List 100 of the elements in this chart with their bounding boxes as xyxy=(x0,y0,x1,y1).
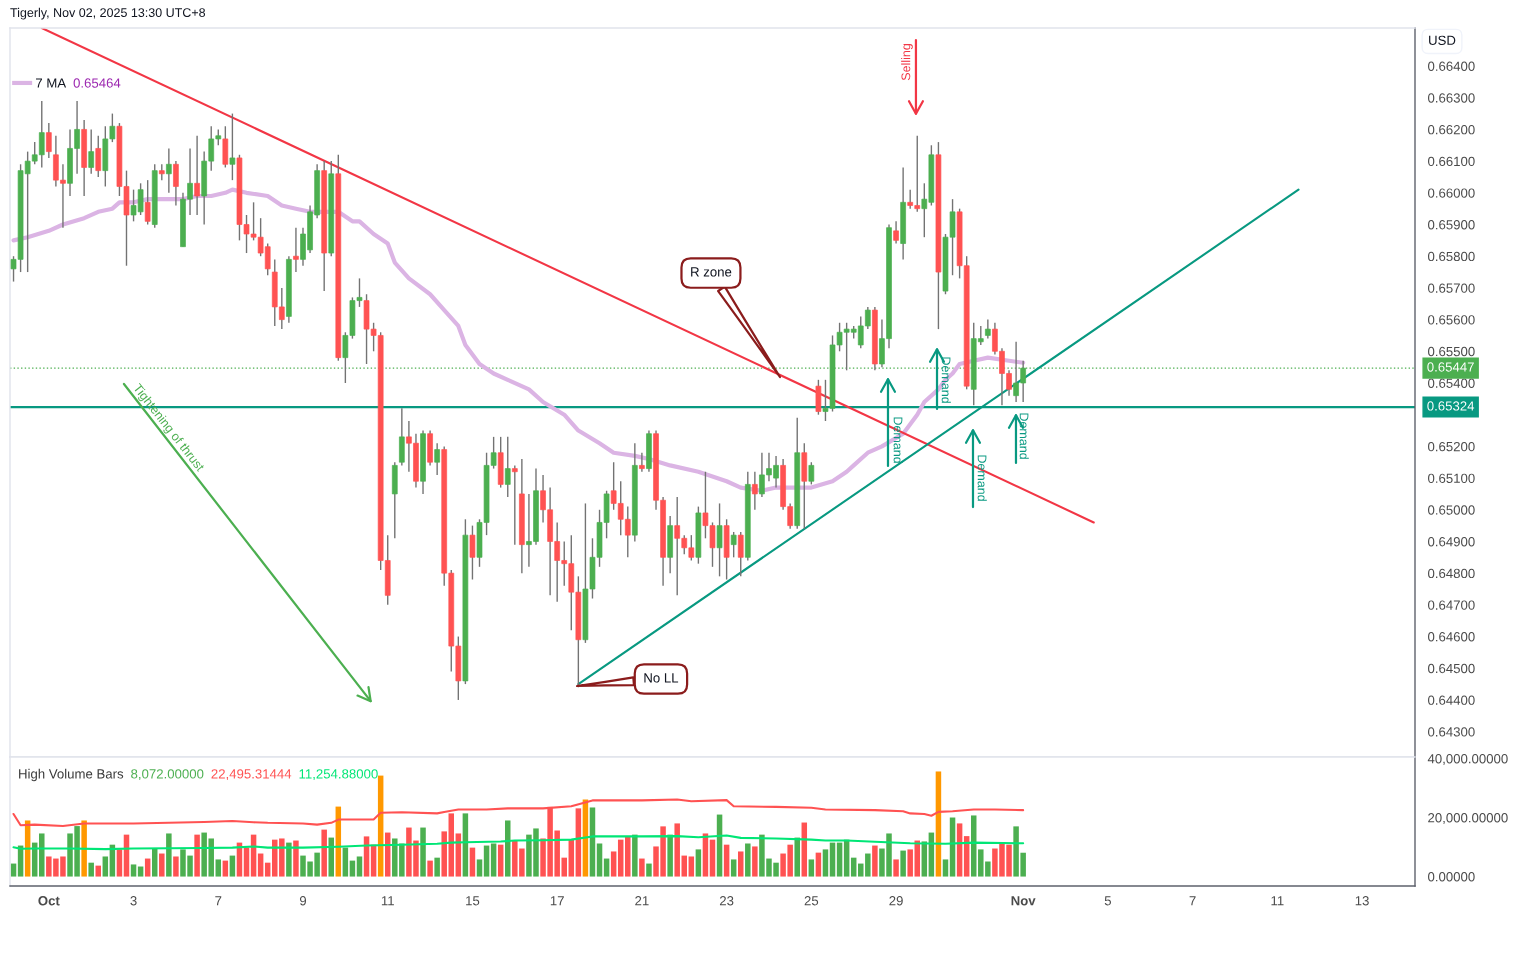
candlestick xyxy=(173,160,179,207)
annotation: 11,254.88000 xyxy=(299,769,378,781)
bar xyxy=(900,850,906,877)
bar xyxy=(39,833,45,877)
x-tick-label: 11 xyxy=(1271,896,1284,906)
bar xyxy=(850,857,857,877)
bar xyxy=(752,846,758,877)
bar xyxy=(505,820,511,877)
ref-line-label: 0.65324 xyxy=(1427,401,1475,411)
bar xyxy=(674,823,680,877)
y-tick-label: 40,000.00000 xyxy=(1427,754,1508,765)
y-tick-label: 0.64300 xyxy=(1428,727,1475,737)
annotation: R zone xyxy=(691,267,732,277)
bar xyxy=(102,856,109,877)
x-tick-label: 11 xyxy=(381,896,394,906)
bar xyxy=(151,848,158,877)
bar xyxy=(321,829,327,877)
candlestick xyxy=(88,128,95,175)
bar xyxy=(476,859,483,877)
y-tick-label: 0.65100 xyxy=(1428,473,1475,483)
bar xyxy=(695,849,702,877)
candlestick xyxy=(511,464,518,546)
candlestick xyxy=(808,461,815,486)
y-tick-label: 0.65700 xyxy=(1428,283,1475,293)
bar xyxy=(617,839,624,877)
bar xyxy=(130,864,137,877)
candlestick xyxy=(985,318,991,340)
bar xyxy=(441,831,447,877)
x-tick-label: 25 xyxy=(804,896,819,906)
candlestick xyxy=(752,471,758,511)
bar xyxy=(610,851,617,877)
x-tick-label: 9 xyxy=(299,896,307,906)
bar xyxy=(942,859,949,877)
bar xyxy=(469,847,476,877)
annotation: 0.65464 xyxy=(73,78,121,88)
bar xyxy=(625,836,631,877)
bar xyxy=(745,843,751,877)
x-tick-label: 21 xyxy=(635,896,649,906)
legend-label: 7 MA xyxy=(36,78,67,88)
bar xyxy=(81,820,87,877)
bar xyxy=(356,856,363,877)
candlestick xyxy=(293,226,299,273)
bar xyxy=(709,839,716,877)
y-tick-label: 0.65400 xyxy=(1428,378,1475,388)
candlestick xyxy=(730,531,737,559)
bar xyxy=(829,842,836,877)
bar xyxy=(815,852,822,877)
x-tick-label: 7 xyxy=(1189,896,1196,906)
bar xyxy=(293,840,299,877)
y-tick-label: 0.66100 xyxy=(1428,156,1475,167)
bar xyxy=(667,834,673,877)
y-tick-label: 0.00000 xyxy=(1428,872,1475,882)
annotation: 22,495.31444 xyxy=(211,769,292,781)
x-tick-label: 23 xyxy=(719,896,734,906)
y-tick-label: 0.64900 xyxy=(1428,537,1475,547)
bar xyxy=(794,837,800,877)
x-tick-label: 3 xyxy=(130,896,137,906)
x-tick-label: Nov xyxy=(1011,896,1036,906)
y-tick-label: 0.64600 xyxy=(1428,632,1475,642)
bar xyxy=(194,834,200,877)
y-axis-title: USD xyxy=(1429,35,1456,45)
bar xyxy=(264,862,271,877)
y-tick-label: 0.66200 xyxy=(1428,124,1475,135)
line-series xyxy=(12,834,1025,851)
bar xyxy=(497,844,504,877)
bar xyxy=(681,855,688,877)
annotation: Demand xyxy=(941,357,951,403)
bar xyxy=(483,845,490,877)
bar xyxy=(822,849,829,877)
bar xyxy=(286,842,292,877)
candlestick xyxy=(716,502,723,578)
x-tick-label: Oct xyxy=(38,896,60,906)
bar xyxy=(646,863,652,877)
bar xyxy=(639,858,645,877)
candlestick xyxy=(737,531,744,578)
x-tick-label: 13 xyxy=(1355,896,1369,906)
bar xyxy=(222,860,229,877)
chart-title: Tigerly, Nov 02, 2025 13:30 UTC+8 xyxy=(10,7,206,20)
y-tick-label: 0.65200 xyxy=(1428,441,1475,452)
x-tick-label: 15 xyxy=(466,896,480,906)
bar xyxy=(490,843,497,877)
ref-line-label: 0.65447 xyxy=(1427,362,1474,372)
bar xyxy=(723,844,730,877)
y-tick-label: 0.66000 xyxy=(1428,188,1475,198)
bar xyxy=(342,847,349,877)
bar xyxy=(872,845,878,877)
bar xyxy=(95,865,102,877)
bar xyxy=(688,856,695,877)
bar xyxy=(730,859,737,877)
x-tick-label: 5 xyxy=(1104,896,1111,906)
bar xyxy=(427,860,433,877)
bar xyxy=(420,827,426,877)
y-tick-label: 0.65600 xyxy=(1428,315,1475,325)
bar xyxy=(173,856,179,877)
bar xyxy=(737,851,744,877)
annotation: Demand xyxy=(893,417,903,463)
bar xyxy=(144,858,151,877)
candlestick xyxy=(504,436,511,498)
y-tick-label: 20,000.00000 xyxy=(1428,813,1508,824)
x-tick-label: 7 xyxy=(215,896,222,906)
